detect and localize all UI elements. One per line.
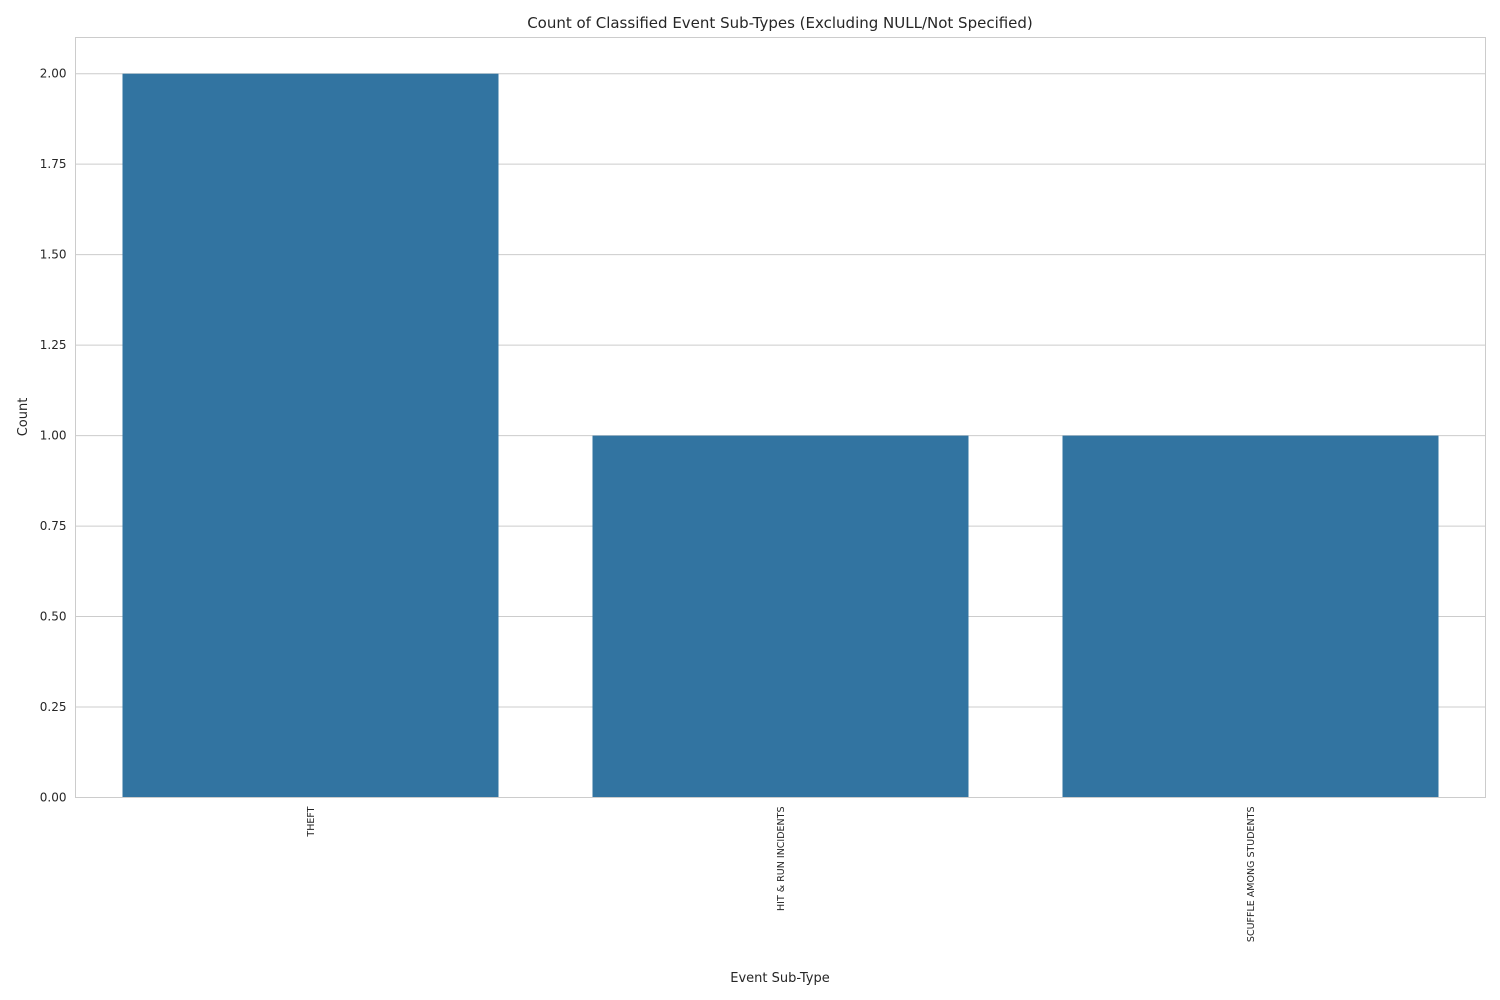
bar [592,435,969,798]
chart-title: Count of Classified Event Sub-Types (Exc… [527,14,1033,32]
bar [1062,435,1439,798]
x-tick-label: THEFT [306,806,317,837]
x-axis-label: Event Sub-Type [730,971,829,986]
x-tick-label: HIT & RUN INCIDENTS [776,807,787,911]
y-tick-label: 1.50 [40,248,67,262]
y-tick-label: 0.50 [40,610,67,624]
y-axis-ticks: 0.00 0.25 0.50 0.75 1.00 1.25 1.50 1.75 2.00 [40,67,67,805]
y-tick-label: 0.00 [40,791,67,805]
plot-frame [75,37,1486,798]
y-tick-label: 2.00 [40,67,67,81]
x-tick-label: SCUFFLE AMONG STUDENTS [1246,807,1257,943]
y-tick-label: 1.00 [40,429,67,443]
y-tick-label: 1.25 [40,338,67,352]
y-tick-label: 1.75 [40,157,67,171]
x-axis-ticks: THEFT HIT & RUN INCIDENTS SCUFFLE AMONG ST… [306,806,1257,942]
y-tick-label: 0.75 [40,519,67,533]
bars [122,73,1439,798]
y-axis-label: Count [16,398,31,437]
bar [122,73,499,798]
y-tick-label: 0.25 [40,700,67,714]
